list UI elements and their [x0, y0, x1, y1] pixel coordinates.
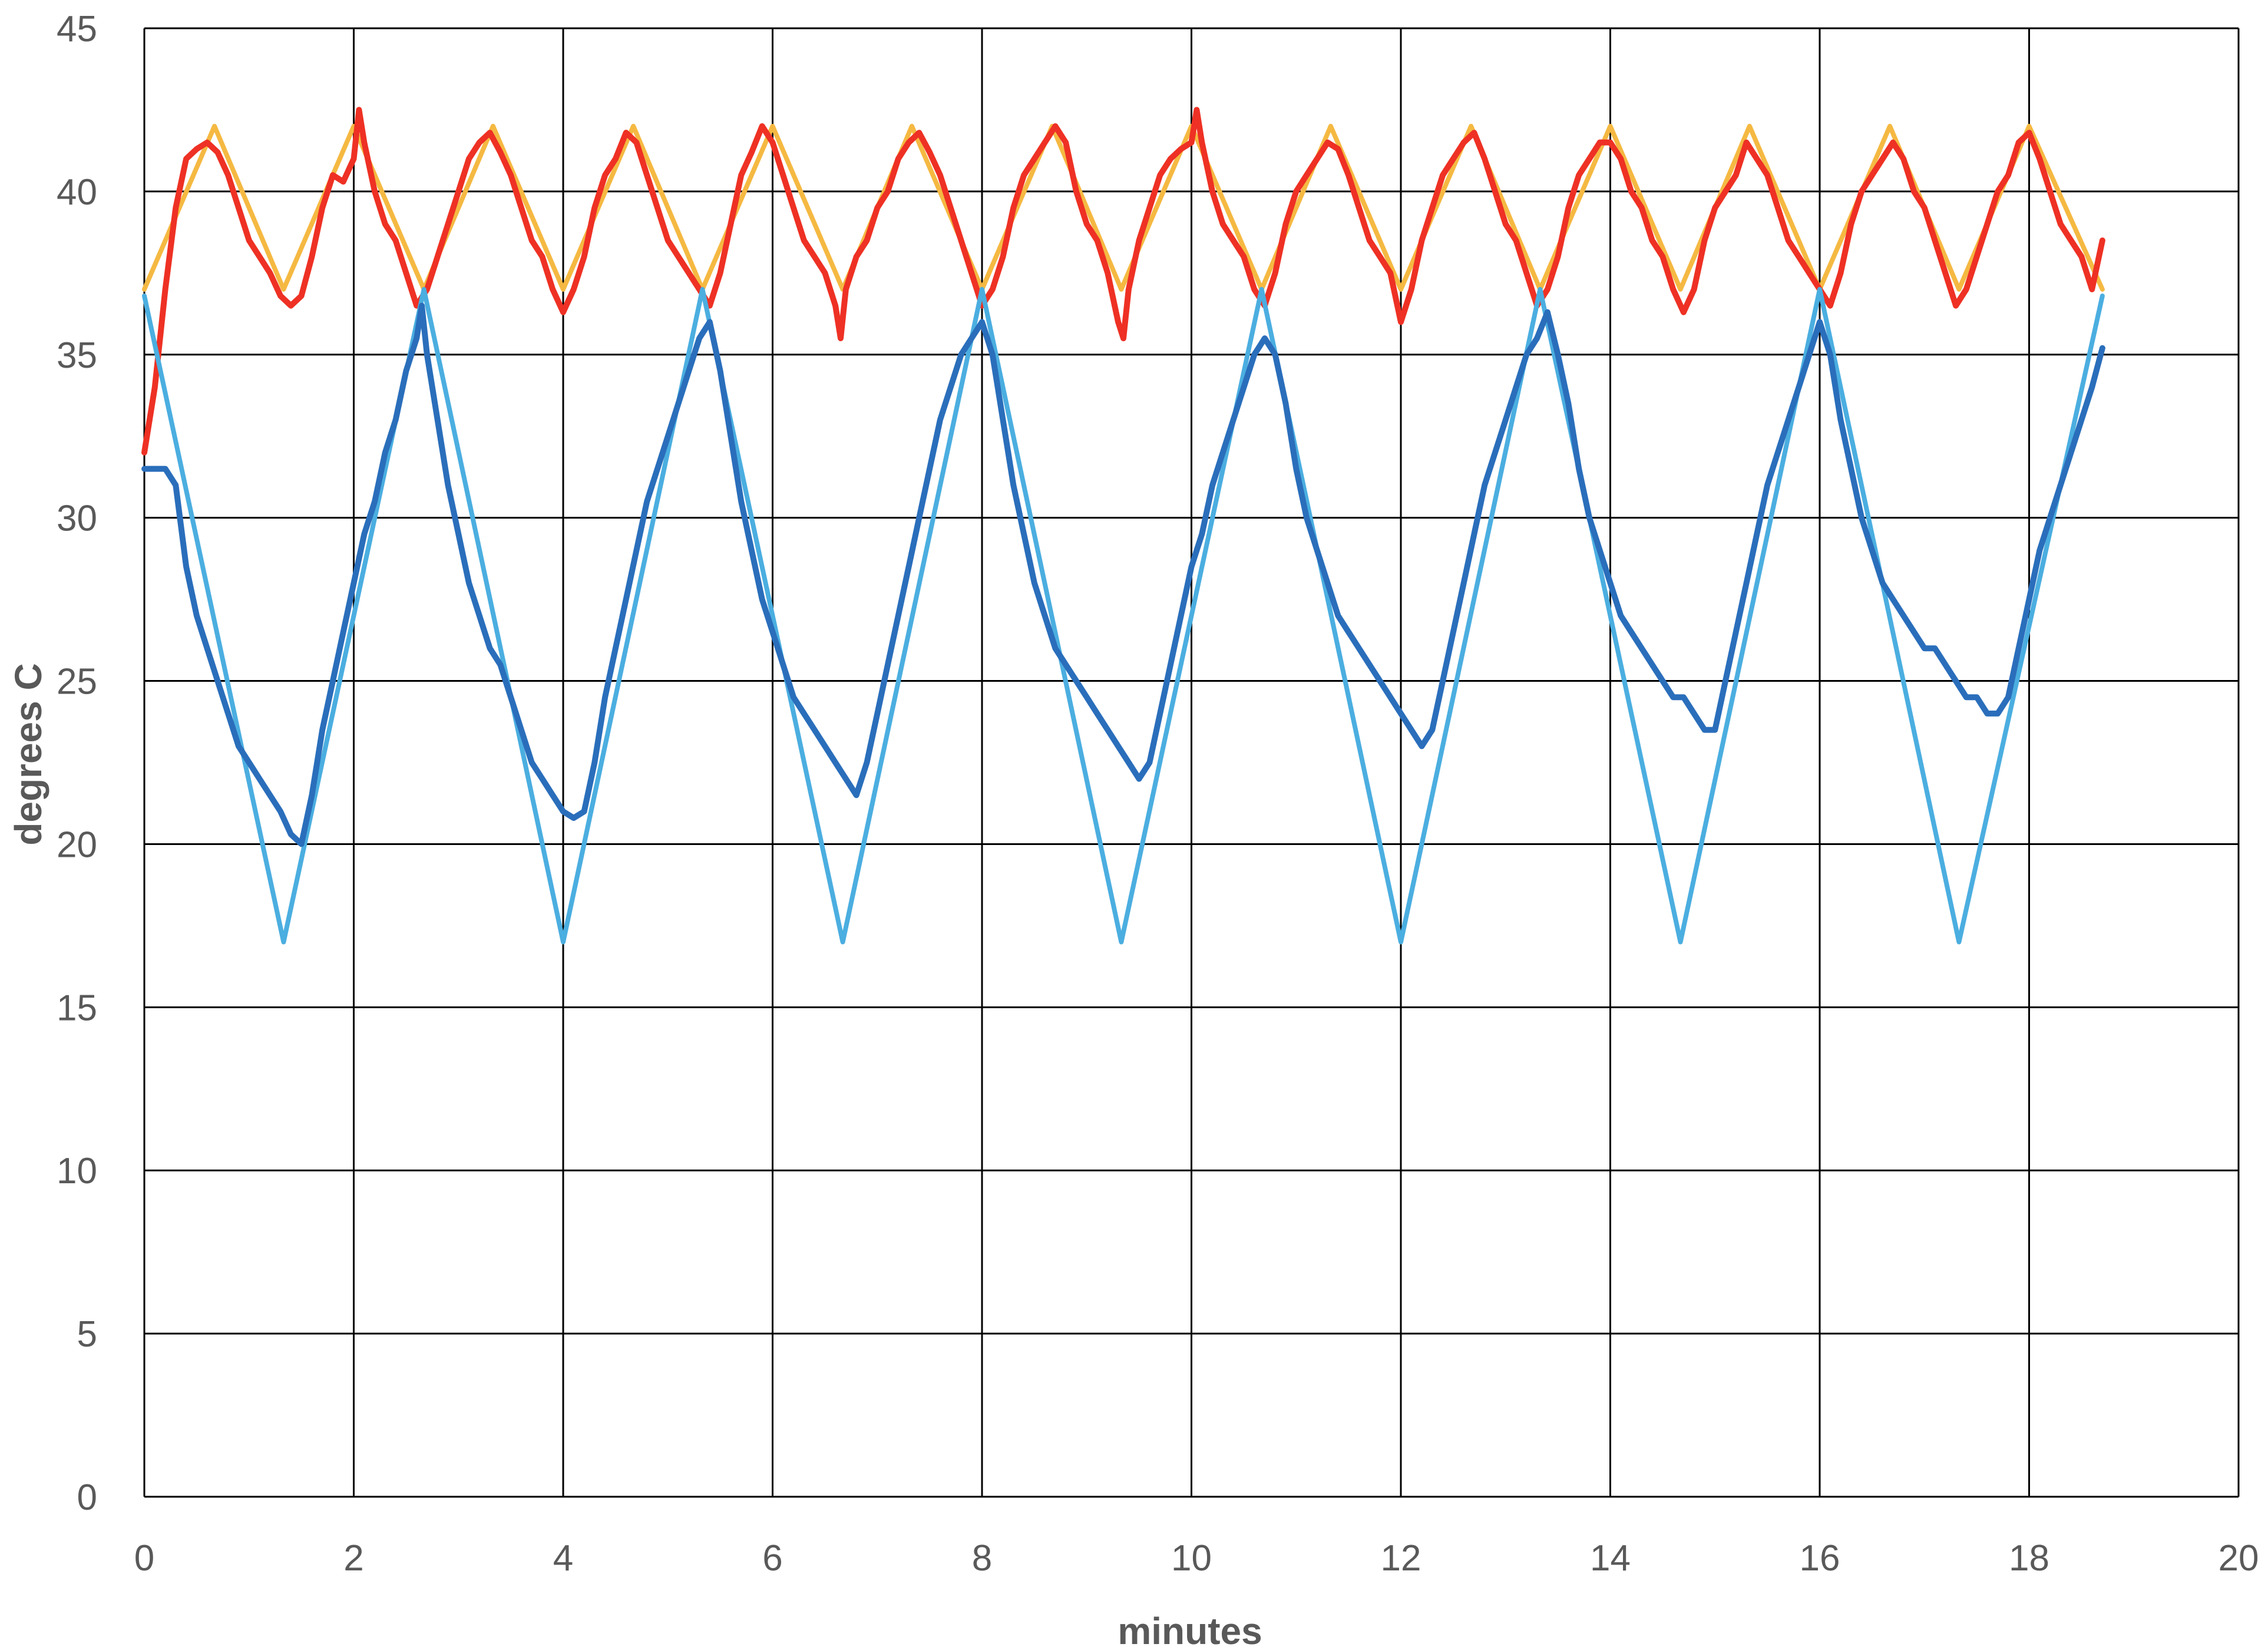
x-tick-label: 8: [972, 1538, 992, 1579]
y-tick-label: 35: [57, 335, 97, 376]
x-tick-label: 6: [762, 1538, 782, 1579]
x-tick-label: 2: [343, 1538, 363, 1579]
x-tick-label: 18: [2009, 1538, 2049, 1579]
gridlines: [143, 27, 2240, 1498]
x-tick-label: 14: [1590, 1538, 1631, 1579]
series-line-1: [142, 124, 2105, 292]
x-tick-label: 10: [1171, 1538, 1212, 1579]
series-line-4: [141, 302, 2105, 847]
y-tick-label: 20: [57, 824, 97, 865]
y-tick-label: 45: [57, 9, 97, 49]
x-tick-label: 12: [1381, 1538, 1421, 1579]
x-axis-title: minutes: [1118, 1610, 1262, 1647]
y-tick-label: 25: [57, 662, 97, 702]
series-line-3: [142, 287, 2105, 945]
y-tick-label: 40: [57, 172, 97, 213]
y-tick-label: 5: [77, 1314, 97, 1355]
series-lines: [141, 107, 2105, 945]
tick-labels: 0 5 10 15 20 25 30 35 40 45 0 2 4 6 8 10 12 14 16 18 20: [57, 9, 2259, 1579]
series-line-2: [141, 107, 2105, 456]
y-axis-title: degrees C: [7, 663, 49, 845]
y-tick-label: 30: [57, 499, 97, 539]
x-tick-label: 0: [134, 1538, 154, 1579]
y-tick-label: 15: [57, 988, 97, 1028]
x-tick-label: 16: [1800, 1538, 1840, 1579]
y-tick-label: 10: [57, 1151, 97, 1191]
x-tick-label: 20: [2219, 1538, 2259, 1579]
x-tick-label: 4: [553, 1538, 573, 1579]
y-tick-label: 0: [77, 1477, 97, 1518]
